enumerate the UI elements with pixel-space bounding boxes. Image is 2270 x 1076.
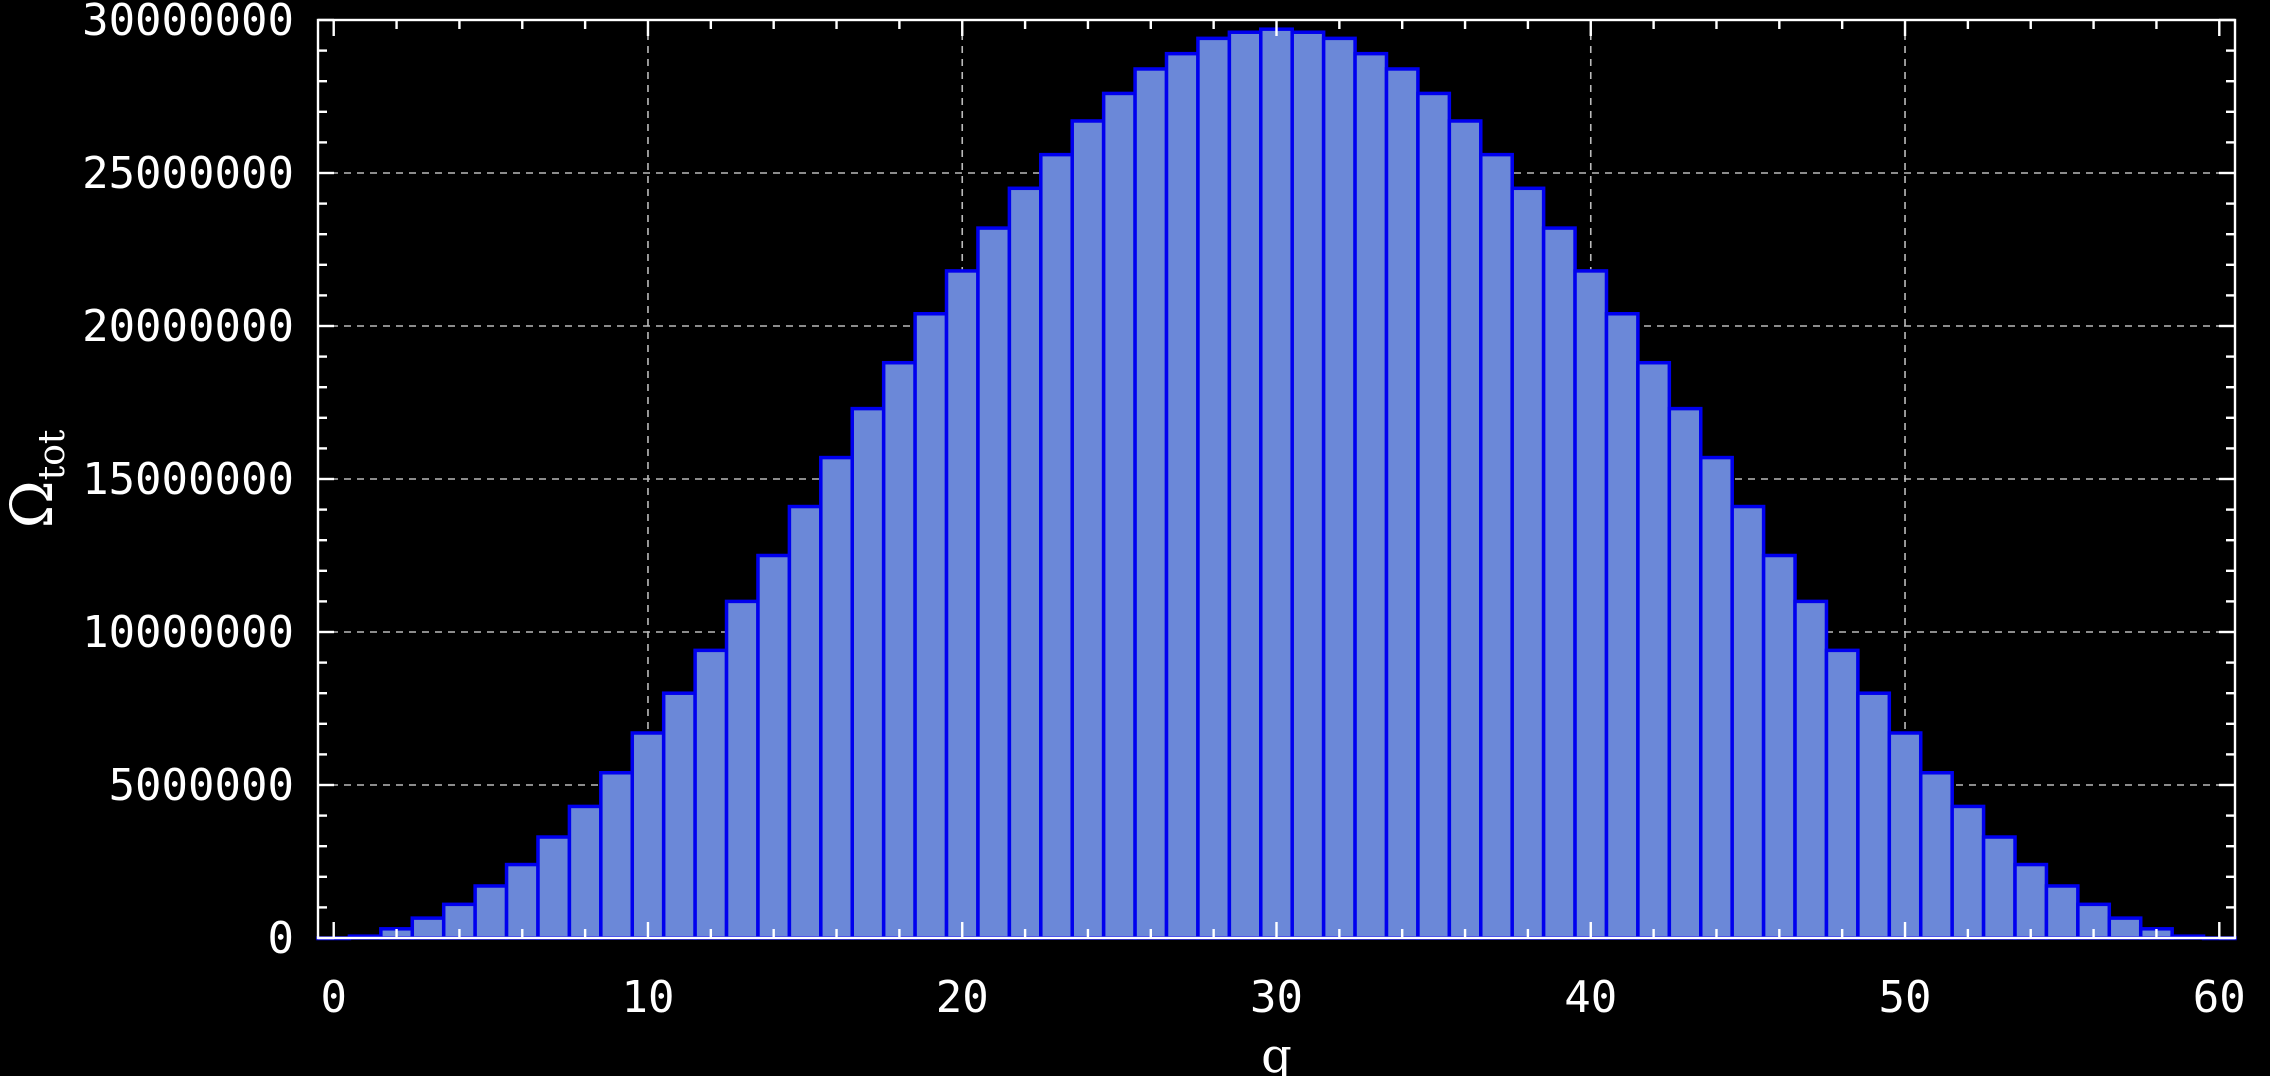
bar — [1887, 731, 1923, 940]
bar — [976, 226, 1012, 940]
bar — [1101, 91, 1137, 940]
plot-frame — [316, 18, 2237, 940]
bar — [693, 648, 729, 940]
bar — [1761, 553, 1797, 940]
bar — [504, 862, 540, 940]
x-axis-title: q — [1261, 1028, 1292, 1076]
y-axis-title: Ωtot — [0, 429, 73, 528]
bar — [2044, 884, 2080, 940]
x-tick-label: 50 — [1879, 972, 1932, 1023]
bar — [756, 553, 792, 940]
bar — [1541, 226, 1577, 940]
bar — [913, 312, 949, 940]
bar — [1416, 91, 1452, 940]
bars — [316, 27, 2237, 941]
bar — [630, 731, 666, 940]
x-tick-label: 0 — [320, 972, 347, 1023]
y-tick-label: 25000000 — [82, 148, 294, 199]
bar — [787, 504, 823, 940]
bar — [567, 804, 603, 940]
bar — [1070, 119, 1106, 940]
bar — [1227, 30, 1263, 940]
y-tick-label: 10000000 — [82, 607, 294, 658]
bar — [1856, 691, 1892, 940]
bar — [1133, 67, 1169, 940]
y-axis-title-main: Ω — [0, 480, 66, 528]
bar — [1290, 30, 1326, 940]
bar — [819, 455, 854, 940]
x-tick-label: 60 — [2193, 972, 2246, 1023]
bar — [1447, 119, 1483, 940]
x-tick-label: 20 — [936, 972, 989, 1023]
bar — [1573, 269, 1609, 940]
x-tick-label: 40 — [1564, 972, 1617, 1023]
x-tick-label: 10 — [621, 972, 674, 1023]
bar — [1321, 36, 1357, 940]
bar — [1196, 36, 1232, 940]
bar — [1699, 455, 1734, 940]
y-tick-label: 20000000 — [82, 301, 294, 352]
bar — [1384, 67, 1420, 940]
bar — [1981, 835, 2017, 940]
bar — [1636, 360, 1672, 940]
bar — [1793, 599, 1829, 940]
bar — [1918, 771, 1954, 940]
y-tick-label: 5000000 — [109, 760, 294, 811]
bar — [724, 599, 760, 940]
y-tick-label: 30000000 — [82, 0, 294, 46]
bar — [1479, 152, 1514, 940]
bar — [1039, 152, 1074, 940]
bar — [536, 835, 572, 940]
y-tick-label: 0 — [268, 913, 295, 964]
bar — [1353, 51, 1389, 940]
bar — [1007, 186, 1043, 940]
bar — [944, 269, 980, 940]
bar — [1667, 406, 1703, 940]
bar — [1510, 186, 1546, 940]
bar — [1259, 27, 1294, 940]
bar — [661, 691, 697, 940]
bar — [473, 884, 509, 940]
y-tick-labels: 0 5000000 10000000 15000000 20000000 25000000… — [82, 0, 294, 964]
bar — [1164, 51, 1200, 940]
bar — [2013, 862, 2049, 940]
bar — [1604, 312, 1640, 940]
x-tick-labels: 0 10 20 30 40 50 60 — [320, 972, 2245, 1023]
x-tick-label: 30 — [1250, 972, 1303, 1023]
bar — [2107, 916, 2143, 940]
axis-ticks — [318, 18, 2235, 940]
y-axis-title-subscript: tot — [32, 429, 73, 480]
bar — [410, 916, 446, 940]
y-tick-label: 15000000 — [82, 454, 294, 505]
bar — [599, 771, 635, 940]
bar — [1950, 804, 1986, 940]
bar — [1824, 648, 1860, 940]
bar — [881, 360, 917, 940]
bar — [1730, 504, 1766, 940]
bar — [850, 406, 886, 940]
